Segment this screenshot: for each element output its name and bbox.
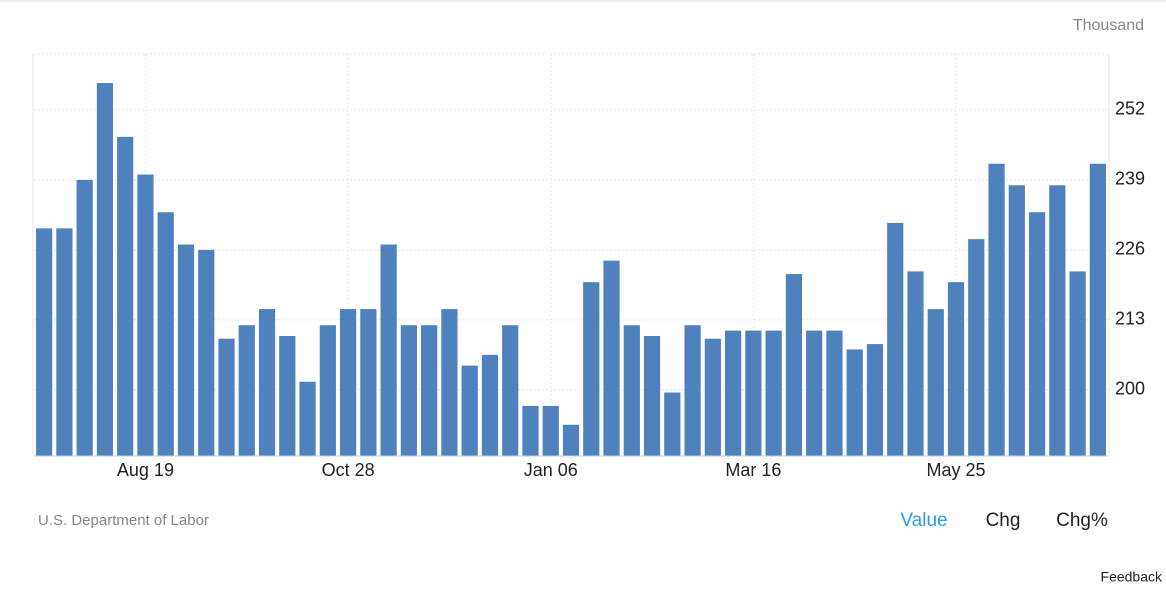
bar <box>846 349 863 456</box>
bar <box>56 228 73 456</box>
bar <box>1049 185 1066 456</box>
bar <box>988 163 1005 456</box>
bar <box>76 179 93 456</box>
bar <box>684 325 701 456</box>
bar <box>400 325 417 456</box>
bar <box>157 212 174 456</box>
bar <box>481 354 499 456</box>
bar <box>299 381 316 456</box>
bar <box>319 325 336 456</box>
bar <box>542 405 559 456</box>
bar <box>339 309 357 456</box>
bar <box>360 309 377 456</box>
bar <box>887 222 904 456</box>
bar <box>502 325 519 456</box>
bar <box>218 338 235 456</box>
x-tick-label: May 25 <box>927 460 986 480</box>
y-tick-label: 200 <box>1115 379 1145 399</box>
bar <box>907 271 924 456</box>
bar <box>826 330 843 456</box>
bar <box>806 330 823 456</box>
tab-value[interactable]: Value <box>900 510 947 531</box>
bar <box>36 228 53 456</box>
bar <box>562 424 580 456</box>
bar <box>441 309 458 456</box>
bar <box>765 330 782 456</box>
x-tick-label: Jan 06 <box>524 460 578 480</box>
bar <box>785 274 803 456</box>
bar <box>664 392 681 456</box>
y-tick-label: 226 <box>1115 239 1145 259</box>
bar <box>522 405 539 456</box>
tab-chg-pct[interactable]: Chg% <box>1056 510 1108 531</box>
bar <box>603 260 620 456</box>
bar <box>238 325 255 456</box>
bar <box>279 335 296 456</box>
bar <box>1028 212 1046 456</box>
x-tick-label: Aug 19 <box>117 460 174 480</box>
bar <box>968 239 985 456</box>
bar <box>421 325 438 456</box>
bar <box>117 136 134 457</box>
bar <box>1008 185 1025 456</box>
x-tick-label: Oct 28 <box>322 460 375 480</box>
bar <box>258 309 276 456</box>
bar <box>725 330 742 456</box>
bar <box>461 365 478 456</box>
bar <box>96 83 114 456</box>
bar <box>947 282 965 456</box>
bar <box>643 335 661 456</box>
bar <box>137 174 154 456</box>
tab-chg[interactable]: Chg <box>986 510 1021 531</box>
bar <box>927 309 944 456</box>
x-tick-label: Mar 16 <box>725 460 781 480</box>
feedback[interactable]: Feedback <box>1101 569 1163 585</box>
bar <box>1069 271 1086 456</box>
bar <box>198 249 215 456</box>
y-tick-label: 252 <box>1115 99 1145 119</box>
bar <box>177 244 195 456</box>
bar <box>623 325 640 456</box>
bar <box>745 330 762 456</box>
y-tick-label: 239 <box>1115 169 1145 189</box>
bar <box>583 282 600 456</box>
y-tick-label: 213 <box>1115 309 1145 329</box>
source: U.S. Department of Labor <box>38 512 209 529</box>
bar <box>704 338 721 456</box>
unit-label: Thousand <box>1073 17 1144 34</box>
bar <box>380 244 397 456</box>
bar <box>866 344 884 456</box>
bar <box>1089 163 1106 456</box>
